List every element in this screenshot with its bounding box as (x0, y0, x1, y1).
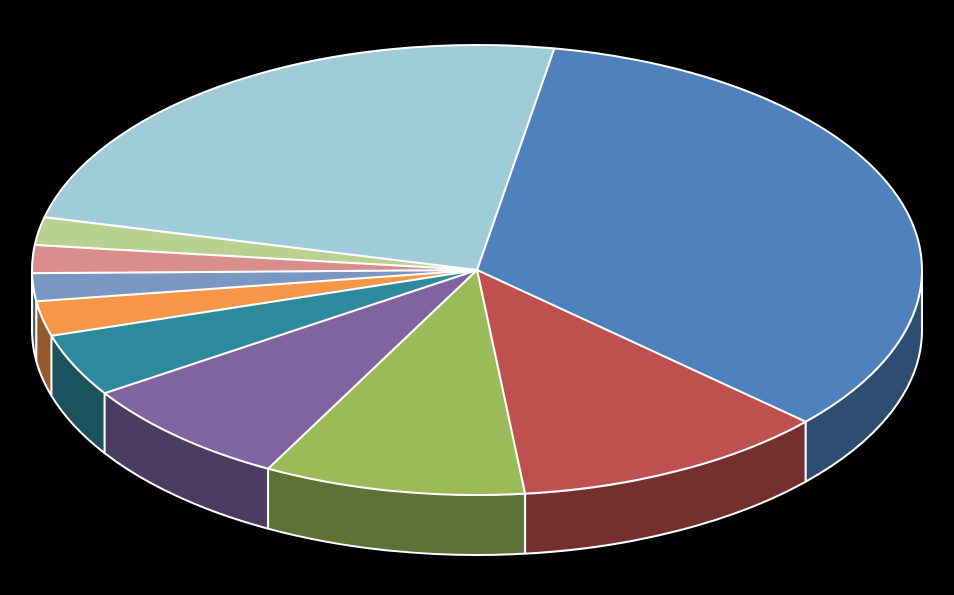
pie-chart-3d (0, 0, 954, 595)
